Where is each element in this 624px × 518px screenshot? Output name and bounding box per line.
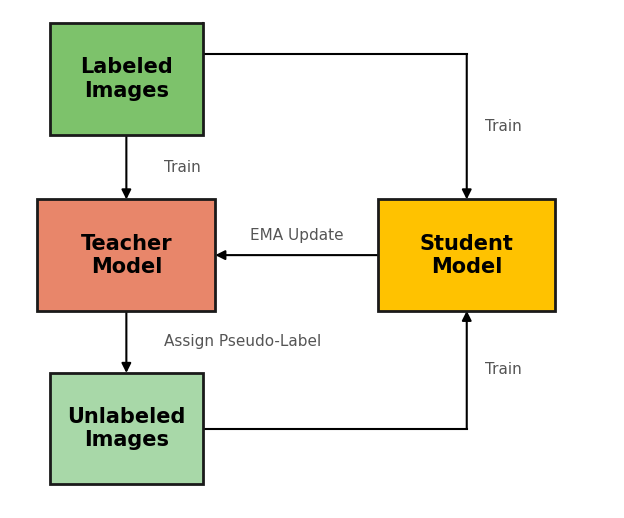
Text: Train: Train bbox=[163, 160, 200, 175]
FancyBboxPatch shape bbox=[50, 23, 203, 135]
FancyBboxPatch shape bbox=[50, 373, 203, 484]
Text: Student
Model: Student Model bbox=[419, 234, 514, 277]
Text: Assign Pseudo-Label: Assign Pseudo-Label bbox=[163, 335, 321, 349]
FancyBboxPatch shape bbox=[378, 199, 555, 311]
Text: Labeled
Images: Labeled Images bbox=[80, 57, 173, 100]
Text: Train: Train bbox=[485, 120, 522, 134]
FancyBboxPatch shape bbox=[37, 199, 215, 311]
Text: Train: Train bbox=[485, 363, 522, 377]
Text: Teacher
Model: Teacher Model bbox=[80, 234, 172, 277]
Text: Unlabeled
Images: Unlabeled Images bbox=[67, 407, 185, 450]
Text: EMA Update: EMA Update bbox=[250, 228, 343, 243]
